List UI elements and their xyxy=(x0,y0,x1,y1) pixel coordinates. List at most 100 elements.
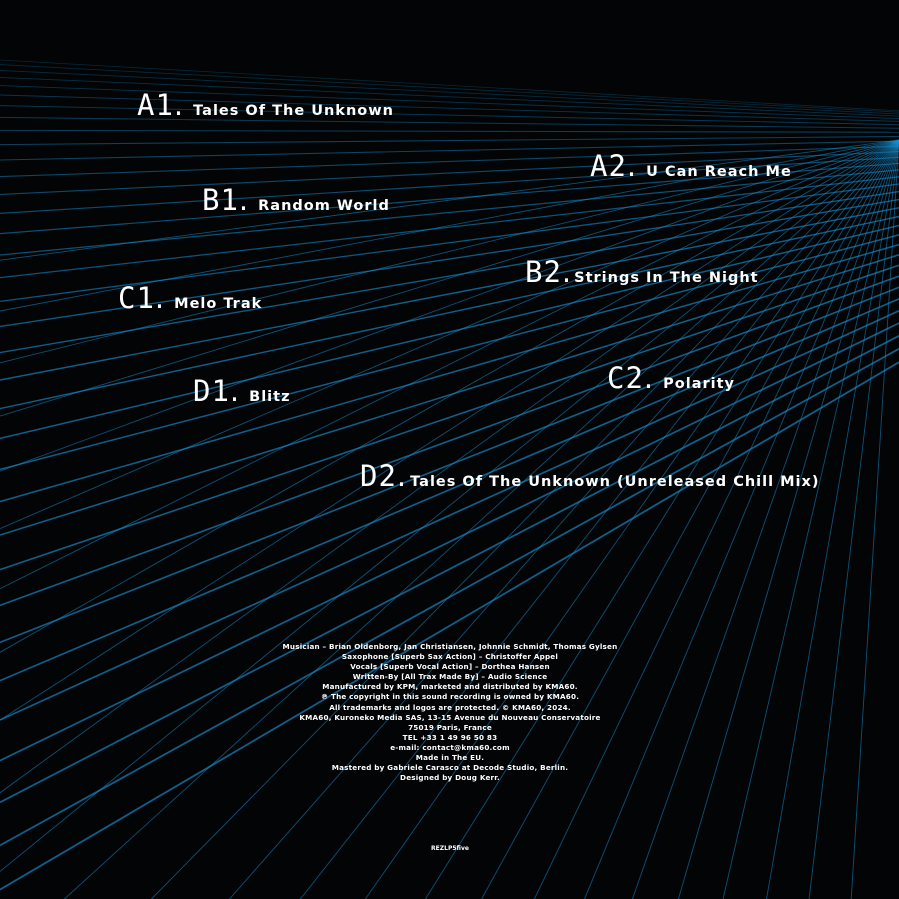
grid-line xyxy=(0,243,899,503)
track-d1: D1. Blitz xyxy=(193,374,291,408)
grid-line xyxy=(677,139,899,899)
grid-line xyxy=(584,139,899,899)
grid-line xyxy=(0,139,899,872)
grid-line xyxy=(481,139,899,899)
catalog-number: REZLP5five xyxy=(431,845,469,852)
grid-line xyxy=(364,139,899,899)
track-c2: C2. Polarity xyxy=(607,361,735,395)
grid-line xyxy=(0,139,899,364)
track-dot: . xyxy=(238,183,249,217)
grid-line xyxy=(0,145,899,178)
grid-line xyxy=(0,322,899,762)
track-code: C1 xyxy=(118,281,155,315)
grid-line xyxy=(0,162,899,235)
track-title: Tales Of The Unknown (Unreleased Chill M… xyxy=(410,474,820,490)
grid-line xyxy=(0,139,899,590)
track-dot: . xyxy=(626,149,637,183)
grid-line xyxy=(0,286,899,644)
grid-line xyxy=(0,139,899,653)
track-dot: . xyxy=(396,459,407,493)
grid-line xyxy=(766,139,899,899)
grid-line xyxy=(0,59,899,112)
grid-line xyxy=(0,116,899,129)
grid-line xyxy=(0,69,899,115)
grid-line xyxy=(0,140,899,161)
grid-line xyxy=(151,139,899,899)
grid-line xyxy=(850,139,899,899)
credit-line: TEL +33 1 49 96 50 83 xyxy=(402,732,498,742)
grid-line xyxy=(0,298,899,682)
grid-line xyxy=(0,335,899,804)
track-code: D2 xyxy=(360,459,397,493)
grid-line xyxy=(0,139,899,794)
track-title: Melo Trak xyxy=(174,296,263,312)
credit-line: ℗ The copyright in this sound recording … xyxy=(320,692,580,702)
grid-line xyxy=(0,156,899,214)
grid-line xyxy=(0,361,899,891)
track-code: C2 xyxy=(607,361,644,395)
credit-line: Made in The EU. xyxy=(415,753,485,763)
track-title: Random World xyxy=(258,198,390,214)
grid-line xyxy=(0,139,899,417)
grid-line xyxy=(0,234,899,471)
grid-line xyxy=(0,105,899,126)
track-code: B2 xyxy=(525,255,562,289)
track-code: B1 xyxy=(202,183,239,217)
track-dot: . xyxy=(154,281,165,315)
grid-line xyxy=(722,139,899,899)
track-dot: . xyxy=(643,361,654,395)
credit-line: Saxophone [Superb Sax Action] – Christof… xyxy=(341,652,559,662)
track-title: Strings In The Night xyxy=(574,270,759,286)
track-code: A2 xyxy=(590,149,627,183)
track-dot: . xyxy=(173,88,184,122)
grid-line xyxy=(0,139,899,312)
track-title: Tales Of The Unknown xyxy=(193,103,394,119)
grid-line xyxy=(229,139,899,899)
grid-line xyxy=(0,310,899,721)
grid-line xyxy=(0,129,899,133)
track-b1: B1. Random World xyxy=(202,183,390,217)
grid-line xyxy=(0,190,899,328)
track-title: Polarity xyxy=(663,376,735,392)
credits-block: Musician – Brian Oldenborg, Jan Christia… xyxy=(250,642,650,783)
grid-line xyxy=(808,139,899,899)
grid-line xyxy=(0,139,899,472)
track-code: A1 xyxy=(137,88,174,122)
credit-line: Designed by Doug Kerr. xyxy=(400,773,500,783)
grid-line xyxy=(64,139,899,899)
grid-line xyxy=(0,224,899,440)
track-a1: A1. Tales Of The Unknown xyxy=(137,88,394,122)
track-dot: . xyxy=(229,374,240,408)
grid-line xyxy=(0,151,899,195)
grid-line xyxy=(533,139,899,899)
grid-line xyxy=(0,139,899,530)
credit-line: Mastered by Gabriele Carasco at Decode S… xyxy=(331,763,569,773)
track-title: U Can Reach Me xyxy=(646,164,792,180)
credit-line: Manufactured by KPM, marketed and distri… xyxy=(322,682,578,692)
track-c1: C1. Melo Trak xyxy=(118,281,262,315)
track-title: Blitz xyxy=(249,389,291,405)
grid-line xyxy=(0,85,899,120)
track-a2: A2. U Can Reach Me xyxy=(590,149,792,183)
grid-line xyxy=(425,139,899,899)
grid-line xyxy=(0,76,899,117)
grid-line xyxy=(0,254,899,536)
grid-line xyxy=(0,135,899,146)
grid-line xyxy=(631,139,899,899)
grid-line xyxy=(0,264,899,571)
track-d2: D2. Tales Of The Unknown (Unreleased Chil… xyxy=(360,459,820,493)
credit-line: e-mail: contact@kma60.com xyxy=(390,742,510,752)
credit-line: Written-By [All Trax Made By] – Audio Sc… xyxy=(352,672,548,682)
grid-line xyxy=(0,169,899,256)
grid-line xyxy=(0,94,899,122)
track-dot: . xyxy=(561,255,572,289)
grid-line xyxy=(300,139,899,899)
grid-line xyxy=(0,275,899,607)
credit-line: KMA60, Kuroneko Media SAS, 13-15 Avenue … xyxy=(299,712,601,722)
grid-line xyxy=(0,176,899,279)
grid-line xyxy=(0,348,899,847)
credit-line: Vocals [Superb Vocal Action] – Dorthea H… xyxy=(350,662,550,672)
grid-line xyxy=(0,139,899,721)
